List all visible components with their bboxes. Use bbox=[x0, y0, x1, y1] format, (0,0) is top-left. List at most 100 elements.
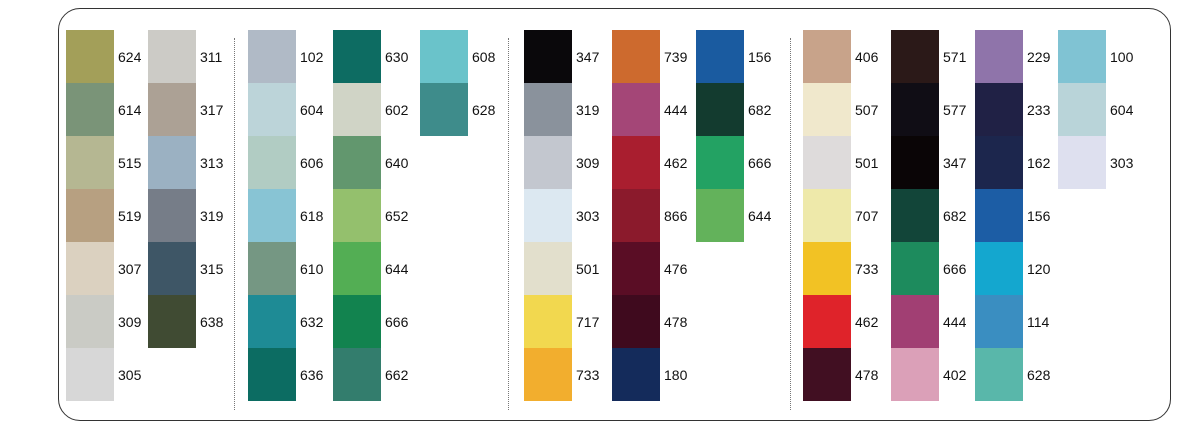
color-swatch: 628 bbox=[420, 83, 495, 136]
color-swatch: 444 bbox=[891, 295, 966, 348]
color-swatch: 632 bbox=[248, 295, 323, 348]
swatch-code: 100 bbox=[1110, 48, 1134, 65]
color-swatch: 640 bbox=[333, 136, 408, 189]
swatch-code: 313 bbox=[200, 154, 224, 171]
color-swatch: 319 bbox=[524, 83, 599, 136]
swatch-code: 319 bbox=[576, 101, 600, 118]
color-swatch: 733 bbox=[803, 242, 878, 295]
swatch-code: 610 bbox=[300, 260, 324, 277]
swatch-code: 476 bbox=[664, 260, 688, 277]
color-swatch: 120 bbox=[975, 242, 1050, 295]
color-swatch: 462 bbox=[612, 136, 687, 189]
swatch-code: 628 bbox=[472, 101, 496, 118]
color-swatch: 100 bbox=[1058, 30, 1133, 83]
swatch-code: 114 bbox=[1027, 313, 1050, 330]
swatch-code: 618 bbox=[300, 207, 324, 224]
swatch-code: 180 bbox=[664, 366, 688, 383]
color-swatch: 406 bbox=[803, 30, 878, 83]
color-swatch: 317 bbox=[148, 83, 223, 136]
swatch-code: 462 bbox=[855, 313, 879, 330]
swatch-code: 515 bbox=[118, 154, 142, 171]
color-swatch: 114 bbox=[975, 295, 1049, 348]
swatch-code: 309 bbox=[576, 154, 600, 171]
color-swatch: 309 bbox=[66, 295, 141, 348]
swatch-code: 577 bbox=[943, 101, 967, 118]
swatch-code: 347 bbox=[576, 48, 600, 65]
swatch-code: 662 bbox=[385, 366, 409, 383]
swatch-code: 604 bbox=[1110, 101, 1134, 118]
color-swatch: 682 bbox=[696, 83, 771, 136]
color-swatch: 610 bbox=[248, 242, 323, 295]
color-swatch: 739 bbox=[612, 30, 687, 83]
swatch-code: 156 bbox=[1027, 207, 1051, 224]
color-swatch: 733 bbox=[524, 348, 599, 401]
color-swatch: 156 bbox=[975, 189, 1050, 242]
swatch-code: 120 bbox=[1027, 260, 1051, 277]
swatch-code: 666 bbox=[385, 313, 409, 330]
color-swatch: 707 bbox=[803, 189, 878, 242]
group-divider bbox=[790, 38, 791, 410]
swatch-code: 229 bbox=[1027, 48, 1051, 65]
swatch-code: 305 bbox=[118, 366, 142, 383]
swatch-column: 347 319 309 303 501 717 733 bbox=[524, 30, 599, 401]
color-swatch: 604 bbox=[248, 83, 323, 136]
swatch-code: 606 bbox=[300, 154, 324, 171]
swatch-code: 866 bbox=[664, 207, 688, 224]
swatch-code: 317 bbox=[200, 101, 224, 118]
swatch-column: 100 604 303 bbox=[1058, 30, 1133, 189]
swatch-column: 608 628 bbox=[420, 30, 495, 136]
color-swatch: 652 bbox=[333, 189, 408, 242]
color-swatch: 614 bbox=[66, 83, 141, 136]
color-swatch: 644 bbox=[696, 189, 771, 242]
color-swatch: 478 bbox=[803, 348, 878, 401]
swatch-code: 315 bbox=[200, 260, 224, 277]
swatch-code: 478 bbox=[855, 366, 879, 383]
color-swatch: 602 bbox=[333, 83, 408, 136]
color-swatch: 571 bbox=[891, 30, 966, 83]
swatch-code: 682 bbox=[748, 101, 772, 118]
swatch-code: 233 bbox=[1027, 101, 1051, 118]
swatch-code: 739 bbox=[664, 48, 688, 65]
swatch-column: 630 602 640 652 644 666 662 bbox=[333, 30, 408, 401]
swatch-column: 406 507 501 707 733 462 478 bbox=[803, 30, 878, 401]
color-swatch: 444 bbox=[612, 83, 687, 136]
color-swatch: 630 bbox=[333, 30, 408, 83]
swatch-code: 733 bbox=[855, 260, 879, 277]
color-swatch: 319 bbox=[148, 189, 223, 242]
swatch-code: 624 bbox=[118, 48, 142, 65]
swatch-code: 444 bbox=[943, 313, 967, 330]
swatch-column: 102 604 606 618 610 632 636 bbox=[248, 30, 323, 401]
swatch-code: 303 bbox=[1110, 154, 1134, 171]
swatch-column: 571 577 347 682 666 444 402 bbox=[891, 30, 966, 401]
swatch-code: 636 bbox=[300, 366, 324, 383]
swatch-code: 666 bbox=[943, 260, 967, 277]
swatch-code: 608 bbox=[472, 48, 496, 65]
swatch-code: 501 bbox=[576, 260, 600, 277]
swatch-code: 501 bbox=[855, 154, 879, 171]
swatch-code: 519 bbox=[118, 207, 142, 224]
color-swatch: 507 bbox=[803, 83, 878, 136]
swatch-code: 602 bbox=[385, 101, 409, 118]
swatch-column: 229 233 162 156 120 114 628 bbox=[975, 30, 1050, 401]
color-swatch: 628 bbox=[975, 348, 1050, 401]
swatch-column: 739 444 462 866 476 478 180 bbox=[612, 30, 687, 401]
swatch-code: 156 bbox=[748, 48, 772, 65]
color-swatch: 180 bbox=[612, 348, 687, 401]
swatch-column: 624 614 515 519 307 309 305 bbox=[66, 30, 141, 401]
color-swatch: 666 bbox=[891, 242, 966, 295]
color-swatch: 515 bbox=[66, 136, 141, 189]
swatch-code: 640 bbox=[385, 154, 409, 171]
color-swatch: 604 bbox=[1058, 83, 1133, 136]
swatch-code: 682 bbox=[943, 207, 967, 224]
swatch-code: 303 bbox=[576, 207, 600, 224]
color-swatch: 102 bbox=[248, 30, 323, 83]
color-swatch: 666 bbox=[696, 136, 771, 189]
color-swatch: 315 bbox=[148, 242, 223, 295]
swatch-code: 462 bbox=[664, 154, 688, 171]
swatch-code: 644 bbox=[748, 207, 772, 224]
swatch-code: 638 bbox=[200, 313, 224, 330]
color-swatch: 624 bbox=[66, 30, 141, 83]
color-swatch: 307 bbox=[66, 242, 141, 295]
color-swatch: 501 bbox=[524, 242, 599, 295]
color-swatch: 305 bbox=[66, 348, 141, 401]
